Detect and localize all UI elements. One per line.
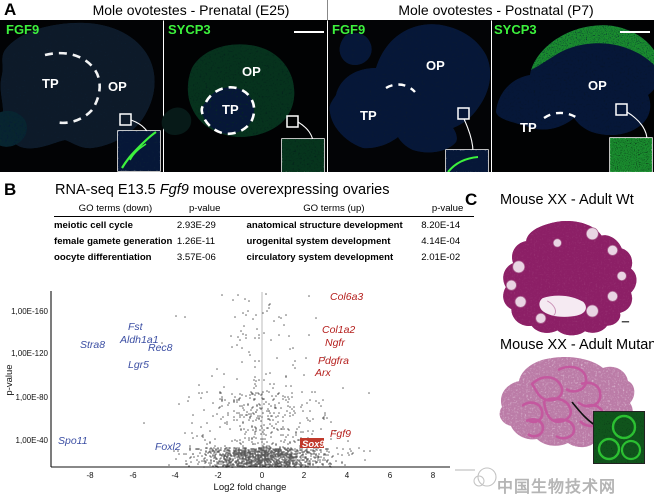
svg-text:Fst: Fst <box>128 321 144 333</box>
svg-text:1,00E-120: 1,00E-120 <box>11 349 48 358</box>
svg-text:1,00E-160: 1,00E-160 <box>11 307 48 316</box>
svg-text:Ngfr: Ngfr <box>325 337 345 349</box>
svg-text:1,00E-40: 1,00E-40 <box>16 436 49 445</box>
svg-text:Col6a3: Col6a3 <box>330 291 363 303</box>
svg-text:Fgf9: Fgf9 <box>330 428 351 440</box>
svg-text:TP: TP <box>520 120 537 135</box>
svg-text:Col1a2: Col1a2 <box>322 324 355 336</box>
svg-text:-2: -2 <box>214 471 222 480</box>
svg-text:-6: -6 <box>129 471 137 480</box>
svg-text:Pdgfra: Pdgfra <box>318 355 349 367</box>
svg-text:Sox9: Sox9 <box>302 439 325 450</box>
svg-text:Rec8: Rec8 <box>148 342 173 354</box>
svg-text:-8: -8 <box>86 471 94 480</box>
svg-text:Lgr5: Lgr5 <box>128 359 149 371</box>
svg-text:6: 6 <box>388 471 393 480</box>
svg-text:SYCP3: SYCP3 <box>494 22 537 37</box>
svg-text:Foxl2: Foxl2 <box>155 441 181 453</box>
svg-text:Stra8: Stra8 <box>80 339 105 351</box>
svg-text:Spo11: Spo11 <box>58 435 88 447</box>
svg-text:0: 0 <box>260 471 265 480</box>
svg-text:2: 2 <box>302 471 307 480</box>
svg-text:-4: -4 <box>171 471 179 480</box>
svg-text:p-value: p-value <box>4 364 15 395</box>
svg-text:OP: OP <box>588 78 607 93</box>
svg-text:Log2 fold change: Log2 fold change <box>214 482 287 493</box>
svg-text:1,00E-80: 1,00E-80 <box>16 393 49 402</box>
svg-text:4: 4 <box>345 471 350 480</box>
svg-text:Arx: Arx <box>314 367 332 379</box>
svg-text:8: 8 <box>431 471 436 480</box>
